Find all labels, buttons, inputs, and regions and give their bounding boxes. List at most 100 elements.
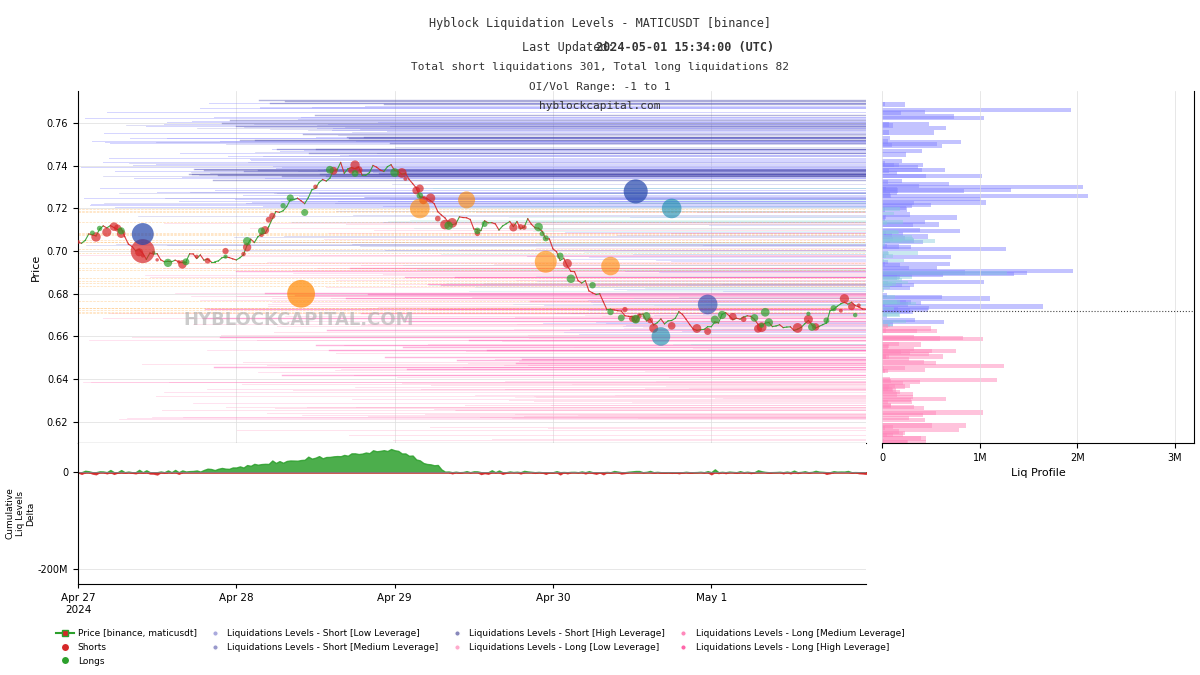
Point xyxy=(817,315,836,326)
Bar xyxy=(882,229,960,233)
Point xyxy=(626,186,646,197)
Bar xyxy=(882,212,894,215)
Point xyxy=(724,311,743,322)
Bar xyxy=(882,251,918,254)
Bar xyxy=(882,406,924,410)
Bar xyxy=(882,232,902,236)
Bar xyxy=(882,286,890,289)
Bar xyxy=(882,302,917,305)
Point xyxy=(295,207,314,218)
Bar xyxy=(882,223,938,227)
Bar xyxy=(882,377,890,381)
Bar xyxy=(882,271,965,275)
Point xyxy=(396,173,415,184)
Point xyxy=(515,222,534,233)
Point xyxy=(292,288,311,299)
Bar xyxy=(882,108,1072,112)
Bar xyxy=(882,300,911,304)
Bar xyxy=(882,207,884,212)
Point xyxy=(346,168,365,179)
Bar xyxy=(882,103,905,107)
Point xyxy=(468,228,487,239)
Bar xyxy=(882,213,910,217)
Point xyxy=(133,250,152,261)
Bar xyxy=(882,188,887,192)
Bar xyxy=(882,281,888,285)
Point xyxy=(698,326,718,337)
Bar xyxy=(882,190,898,195)
Bar xyxy=(882,174,982,178)
Bar xyxy=(882,116,984,120)
Bar xyxy=(882,168,946,172)
Bar xyxy=(882,300,906,304)
Bar xyxy=(882,201,913,205)
Point xyxy=(148,254,167,265)
Text: hyblockcapital.com: hyblockcapital.com xyxy=(539,101,661,111)
Point xyxy=(662,203,682,214)
Bar xyxy=(882,244,887,248)
Bar xyxy=(882,344,889,348)
Bar xyxy=(882,260,888,264)
Bar xyxy=(882,351,911,355)
Bar xyxy=(882,352,929,356)
Text: Total short liquidations 301, Total long liquidations 82: Total short liquidations 301, Total long… xyxy=(410,62,790,72)
Point xyxy=(112,228,131,239)
Bar xyxy=(882,282,896,286)
Bar xyxy=(882,392,896,397)
Point xyxy=(443,217,462,228)
Bar xyxy=(882,251,888,255)
Point xyxy=(86,232,106,242)
Bar xyxy=(882,163,894,167)
Point xyxy=(216,246,235,256)
Bar xyxy=(882,437,926,441)
Bar xyxy=(882,439,908,443)
Bar xyxy=(882,237,893,241)
Point xyxy=(256,225,275,236)
Bar xyxy=(882,310,913,315)
X-axis label: Liq Profile: Liq Profile xyxy=(1010,468,1066,479)
Bar xyxy=(882,235,912,238)
Bar xyxy=(882,273,896,277)
Point xyxy=(173,259,192,270)
Bar xyxy=(882,392,913,396)
Bar xyxy=(882,124,893,128)
Bar xyxy=(882,111,901,115)
Text: Hyblock Liquidation Levels - MATICUSDT [binance]: Hyblock Liquidation Levels - MATICUSDT [… xyxy=(430,17,772,30)
Bar xyxy=(882,279,984,284)
Bar xyxy=(882,174,925,178)
Bar xyxy=(882,273,912,277)
Y-axis label: Cumulative
Liq Levels
Delta: Cumulative Liq Levels Delta xyxy=(5,487,35,539)
Bar xyxy=(882,307,898,311)
Bar xyxy=(882,383,910,388)
Bar xyxy=(882,281,886,284)
Point xyxy=(133,229,152,240)
Bar xyxy=(882,308,911,313)
Point xyxy=(832,305,851,316)
Point xyxy=(842,301,862,312)
Bar xyxy=(882,301,920,305)
Bar xyxy=(882,179,902,183)
Point xyxy=(529,221,548,232)
Bar xyxy=(882,300,896,304)
Point xyxy=(342,165,361,176)
Point xyxy=(198,255,217,266)
Bar xyxy=(882,271,1014,276)
Bar xyxy=(882,423,932,427)
Bar xyxy=(882,337,983,341)
Point xyxy=(324,165,343,176)
Bar xyxy=(882,262,884,267)
Bar xyxy=(882,387,896,392)
Bar xyxy=(882,122,929,126)
Bar xyxy=(882,126,947,130)
Bar xyxy=(882,425,893,429)
Point xyxy=(799,314,818,325)
Bar xyxy=(882,182,949,186)
Bar xyxy=(882,207,907,212)
Bar xyxy=(882,168,923,172)
Bar xyxy=(882,300,900,304)
Bar xyxy=(882,227,920,232)
Bar xyxy=(882,320,906,323)
Bar xyxy=(882,281,908,284)
Bar xyxy=(882,436,922,440)
Bar xyxy=(882,304,1043,308)
